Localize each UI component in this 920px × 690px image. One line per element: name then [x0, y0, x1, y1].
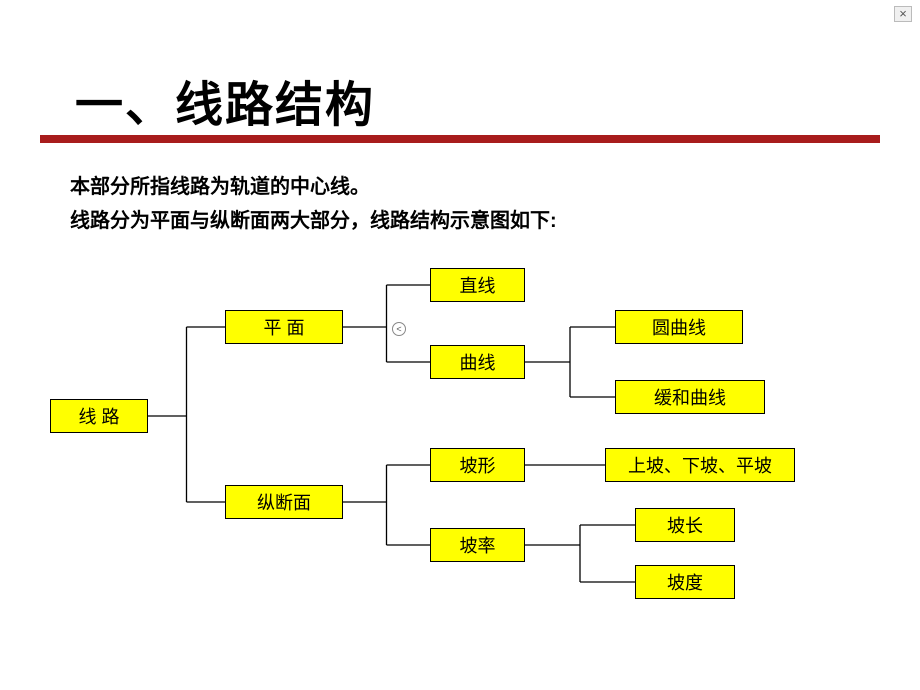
node-vsect: 纵断面	[225, 485, 343, 519]
node-len: 坡长	[635, 508, 735, 542]
node-root: 线 路	[50, 399, 148, 433]
node-circ: 圆曲线	[615, 310, 743, 344]
node-shape: 坡形	[430, 448, 525, 482]
node-plane: 平 面	[225, 310, 343, 344]
node-trans: 缓和曲线	[615, 380, 765, 414]
node-slopes: 上坡、下坡、平坡	[605, 448, 795, 482]
node-curve: 曲线	[430, 345, 525, 379]
node-grade: 坡度	[635, 565, 735, 599]
node-rate: 坡率	[430, 528, 525, 562]
tree-diagram: 线 路 平 面纵断面 直线曲线 圆曲线缓和曲线坡形坡率 上坡、下坡、平坡坡长坡度	[0, 0, 920, 690]
node-line: 直线	[430, 268, 525, 302]
